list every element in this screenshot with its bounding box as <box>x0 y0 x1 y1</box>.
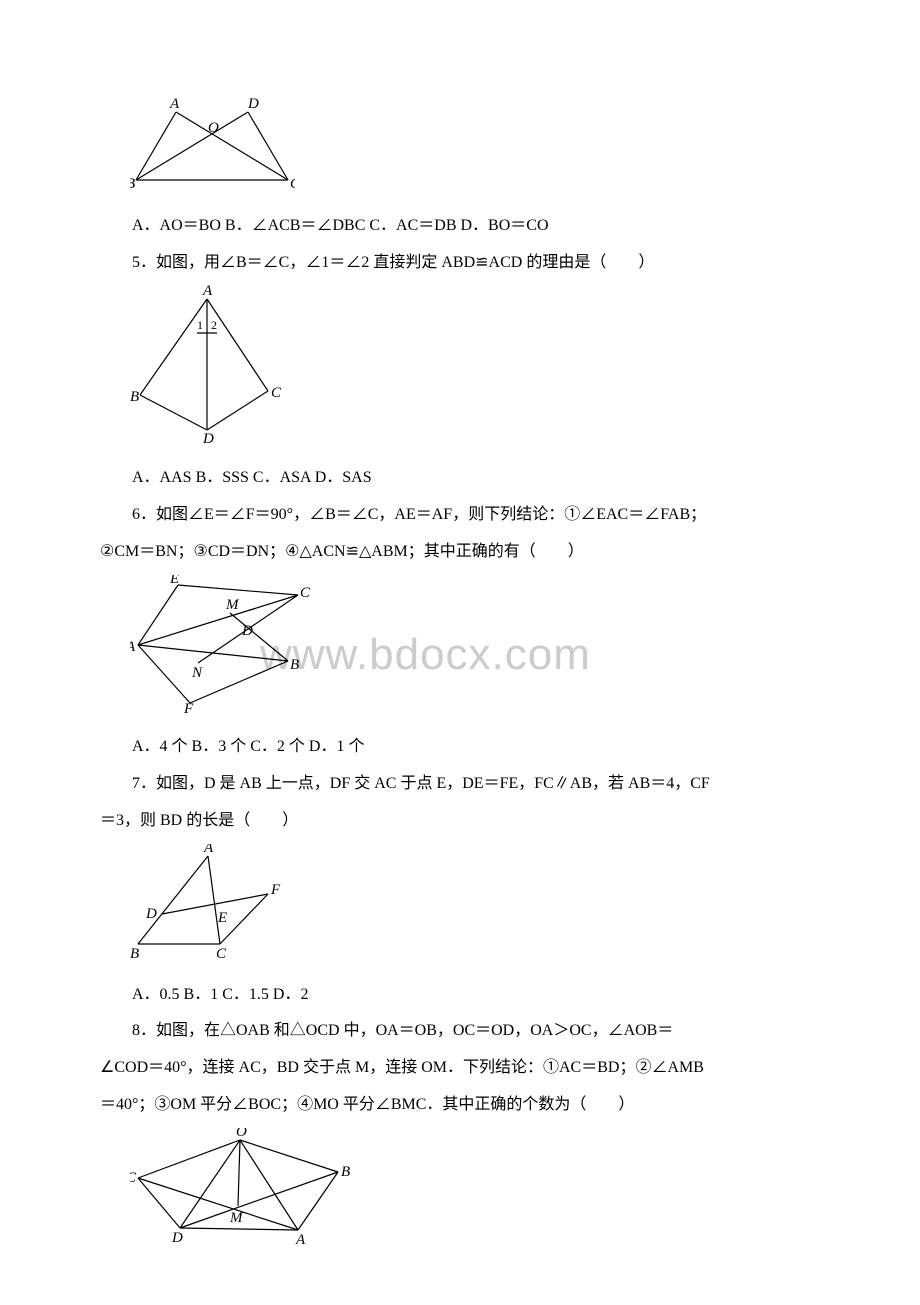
svg-text:D: D <box>247 98 259 112</box>
svg-text:1: 1 <box>197 318 203 332</box>
q4-options: A．AO＝BO B．∠ACB＝∠DBC C．AC＝DB D．BO＝CO <box>100 212 820 241</box>
svg-text:O: O <box>208 120 219 136</box>
q5-text: 5．如图，用∠B＝∠C，∠1＝∠2 直接判定 ABD≌ACD 的理由是（ ） <box>100 249 820 278</box>
q6-options: A．4 个 B．3 个 C．2 个 D．1 个 <box>100 733 820 762</box>
svg-text:C: C <box>130 1170 137 1186</box>
svg-text:N: N <box>191 665 203 681</box>
figure-q8: O C B D A M <box>130 1128 820 1257</box>
svg-text:A: A <box>202 285 213 299</box>
svg-text:B: B <box>290 657 299 673</box>
figure-q6: A E C B F M N D <box>130 575 820 726</box>
q5-options: A．AAS B．SSS C．ASA D．SAS <box>100 464 820 493</box>
svg-text:E: E <box>217 910 227 926</box>
svg-text:M: M <box>229 1210 244 1226</box>
figure-q7: A B C D E F <box>130 844 820 973</box>
figure-q4: A D B C O <box>130 98 820 204</box>
svg-text:C: C <box>271 385 282 401</box>
svg-text:B: B <box>130 389 139 405</box>
svg-text:C: C <box>290 176 295 192</box>
q7-text-l2: ＝3，则 BD 的长是（ ） <box>100 807 820 836</box>
q6-text-l1: 6．如图∠E＝∠F＝90°，∠B＝∠C，AE＝AF，则下列结论：①∠EAC＝∠F… <box>100 501 820 530</box>
svg-text:A: A <box>130 639 136 655</box>
svg-text:B: B <box>130 946 139 962</box>
svg-text:F: F <box>270 882 281 898</box>
svg-text:A: A <box>169 98 180 112</box>
svg-text:2: 2 <box>211 318 217 332</box>
diagram-q8: O C B D A M <box>130 1128 350 1246</box>
svg-text:D: D <box>202 431 214 445</box>
diagram-q4: A D B C O <box>130 98 295 193</box>
q8-text-l1: 8．如图，在△OAB 和△OCD 中，OA＝OB，OC＝OD，OA＞OC，∠AO… <box>100 1017 820 1046</box>
figure-q5: A B C D 1 2 <box>130 285 820 456</box>
q7-options: A．0.5 B．1 C．1.5 D．2 <box>100 981 820 1010</box>
svg-text:F: F <box>183 701 194 715</box>
q6-text-l2: ②CM＝BN；③CD＝DN；④△ACN≌△ABM；其中正确的有（ ） <box>100 538 820 567</box>
q7-text-l1: 7．如图，D 是 AB 上一点，DF 交 AC 于点 E，DE＝FE，FC∥AB… <box>100 770 820 799</box>
diagram-q5: A B C D 1 2 <box>130 285 285 445</box>
svg-text:O: O <box>236 1128 247 1140</box>
svg-text:M: M <box>225 597 240 613</box>
svg-text:D: D <box>241 623 253 639</box>
svg-text:E: E <box>169 575 179 587</box>
svg-text:B: B <box>341 1164 350 1180</box>
svg-text:A: A <box>295 1232 306 1246</box>
q8-text-l3: ＝40°；③OM 平分∠BOC；④MO 平分∠BMC．其中正确的个数为（ ） <box>100 1091 820 1120</box>
svg-text:D: D <box>171 1230 183 1246</box>
q8-text-l2: ∠COD＝40°，连接 AC，BD 交于点 M，连接 OM．下列结论：①AC＝B… <box>100 1054 820 1083</box>
svg-text:C: C <box>216 946 227 962</box>
svg-text:A: A <box>203 844 214 856</box>
diagram-q6: A E C B F M N D <box>130 575 310 715</box>
svg-text:B: B <box>130 176 135 192</box>
diagram-q7: A B C D E F <box>130 844 285 962</box>
svg-text:C: C <box>300 585 310 601</box>
svg-text:D: D <box>145 906 157 922</box>
